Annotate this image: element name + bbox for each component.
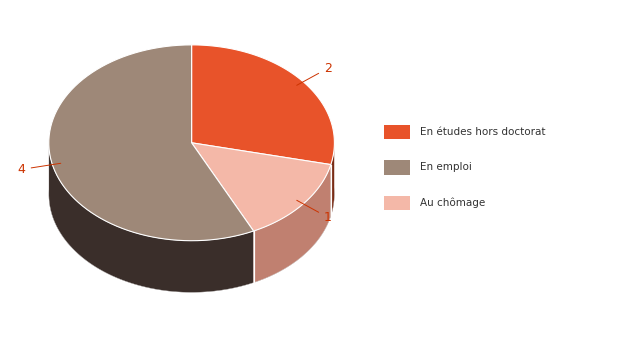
Text: 1: 1 bbox=[297, 200, 332, 224]
Text: Au chômage: Au chômage bbox=[420, 198, 485, 208]
Text: 2: 2 bbox=[297, 62, 332, 85]
Polygon shape bbox=[191, 45, 334, 165]
Polygon shape bbox=[49, 144, 253, 292]
Text: En emploi: En emploi bbox=[420, 163, 472, 172]
Polygon shape bbox=[331, 144, 334, 216]
Polygon shape bbox=[49, 97, 334, 292]
Polygon shape bbox=[191, 143, 331, 231]
Polygon shape bbox=[49, 45, 253, 241]
Bar bbox=[384, 160, 410, 175]
Bar bbox=[384, 125, 410, 139]
Text: 4: 4 bbox=[18, 163, 61, 176]
Text: En études hors doctorat: En études hors doctorat bbox=[420, 127, 545, 137]
Polygon shape bbox=[253, 165, 331, 283]
Bar bbox=[384, 196, 410, 210]
